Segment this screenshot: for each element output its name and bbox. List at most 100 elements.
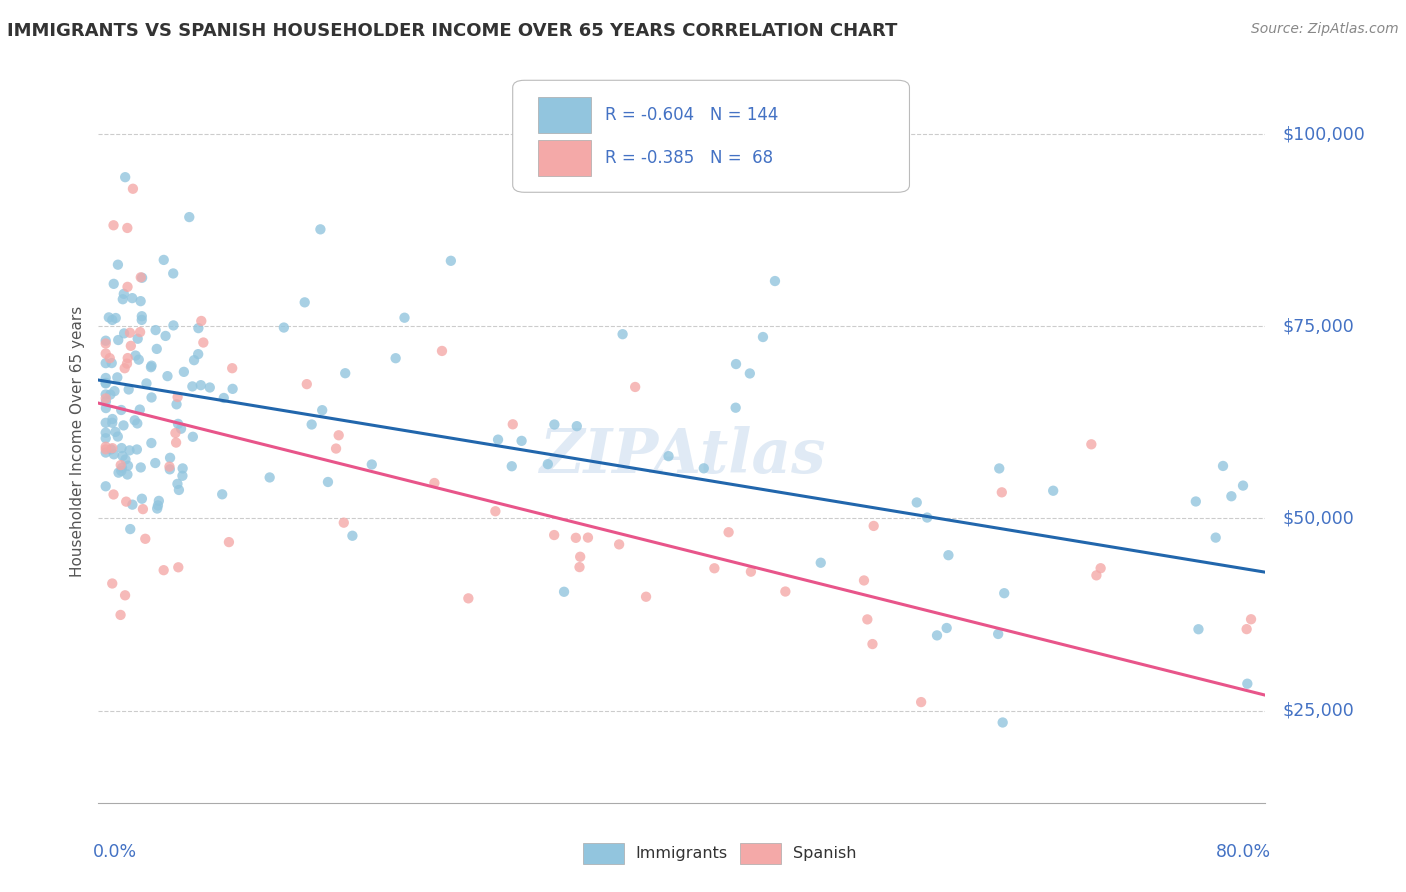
Point bbox=[693, 461, 716, 475]
Point bbox=[107, 466, 129, 480]
Text: Source: ZipAtlas.com: Source: ZipAtlas.com bbox=[1251, 22, 1399, 37]
Point bbox=[156, 369, 179, 384]
Point bbox=[569, 549, 592, 564]
Point bbox=[117, 351, 139, 365]
Point bbox=[259, 470, 281, 484]
Point bbox=[127, 417, 149, 431]
Point bbox=[120, 522, 142, 536]
Point bbox=[316, 475, 339, 489]
FancyBboxPatch shape bbox=[741, 843, 782, 864]
Point bbox=[125, 442, 148, 457]
Point bbox=[110, 458, 132, 472]
Point bbox=[991, 715, 1014, 730]
Point bbox=[110, 403, 132, 417]
Point bbox=[295, 377, 318, 392]
Point bbox=[510, 434, 533, 448]
Point bbox=[101, 416, 124, 430]
Point bbox=[118, 326, 141, 340]
Point bbox=[856, 612, 879, 626]
Point bbox=[94, 431, 117, 445]
Point bbox=[935, 621, 957, 635]
Point bbox=[117, 280, 139, 294]
Point bbox=[565, 531, 588, 545]
Point bbox=[129, 460, 152, 475]
Point bbox=[423, 475, 446, 490]
Point bbox=[1187, 622, 1209, 636]
Text: $25,000: $25,000 bbox=[1282, 702, 1354, 720]
Point bbox=[165, 425, 187, 440]
Point bbox=[145, 342, 167, 356]
Point bbox=[167, 483, 190, 497]
Point bbox=[218, 535, 240, 549]
Point bbox=[543, 417, 565, 432]
Point bbox=[143, 456, 166, 470]
Point bbox=[198, 380, 221, 394]
Point bbox=[221, 361, 243, 376]
Point bbox=[915, 510, 938, 524]
Point bbox=[170, 422, 193, 436]
Point bbox=[993, 586, 1015, 600]
Point bbox=[657, 449, 679, 463]
Point bbox=[121, 291, 143, 305]
Point bbox=[910, 695, 932, 709]
Point bbox=[1240, 612, 1263, 626]
Point bbox=[105, 370, 128, 384]
Point bbox=[738, 367, 761, 381]
Point bbox=[118, 383, 141, 397]
Point bbox=[360, 458, 382, 472]
Point bbox=[190, 314, 212, 328]
Point bbox=[94, 356, 117, 370]
Point bbox=[394, 310, 416, 325]
Point bbox=[167, 417, 190, 431]
FancyBboxPatch shape bbox=[538, 97, 591, 133]
Point bbox=[118, 443, 141, 458]
Point bbox=[101, 412, 124, 426]
Point bbox=[612, 327, 634, 342]
Point bbox=[1212, 458, 1234, 473]
Point bbox=[190, 378, 212, 392]
Point bbox=[576, 531, 599, 545]
Point bbox=[181, 430, 204, 444]
Point bbox=[115, 357, 138, 371]
Point bbox=[146, 501, 169, 516]
Point bbox=[101, 576, 124, 591]
Point bbox=[114, 588, 136, 602]
Point bbox=[335, 366, 357, 380]
Text: IMMIGRANTS VS SPANISH HOUSEHOLDER INCOME OVER 65 YEARS CORRELATION CHART: IMMIGRANTS VS SPANISH HOUSEHOLDER INCOME… bbox=[7, 22, 897, 40]
Point bbox=[568, 560, 591, 574]
Point bbox=[107, 333, 129, 347]
Point bbox=[152, 563, 174, 577]
Point bbox=[120, 339, 142, 353]
Text: $50,000: $50,000 bbox=[1282, 509, 1354, 527]
Point bbox=[763, 274, 786, 288]
Point bbox=[724, 357, 747, 371]
Point bbox=[141, 436, 163, 450]
Point bbox=[309, 222, 332, 236]
Point bbox=[103, 277, 125, 291]
Point bbox=[122, 182, 145, 196]
Point bbox=[172, 461, 194, 475]
Point bbox=[740, 565, 762, 579]
Point bbox=[187, 347, 209, 361]
Point bbox=[1042, 483, 1064, 498]
Point bbox=[501, 459, 523, 474]
Point bbox=[141, 391, 163, 405]
FancyBboxPatch shape bbox=[582, 843, 623, 864]
Point bbox=[703, 561, 725, 575]
Text: ZIPAtlas: ZIPAtlas bbox=[538, 426, 825, 486]
Point bbox=[193, 335, 215, 350]
Point bbox=[457, 591, 479, 606]
Point bbox=[181, 379, 204, 393]
Text: $100,000: $100,000 bbox=[1282, 125, 1365, 143]
Point bbox=[129, 294, 152, 309]
Point bbox=[159, 462, 181, 476]
Point bbox=[183, 353, 205, 368]
Point bbox=[167, 560, 190, 574]
Point bbox=[94, 371, 117, 385]
Point bbox=[384, 351, 406, 366]
Point bbox=[862, 519, 884, 533]
Point bbox=[100, 356, 122, 370]
Point bbox=[127, 332, 149, 346]
Text: 0.0%: 0.0% bbox=[93, 843, 136, 861]
Point bbox=[162, 318, 184, 333]
